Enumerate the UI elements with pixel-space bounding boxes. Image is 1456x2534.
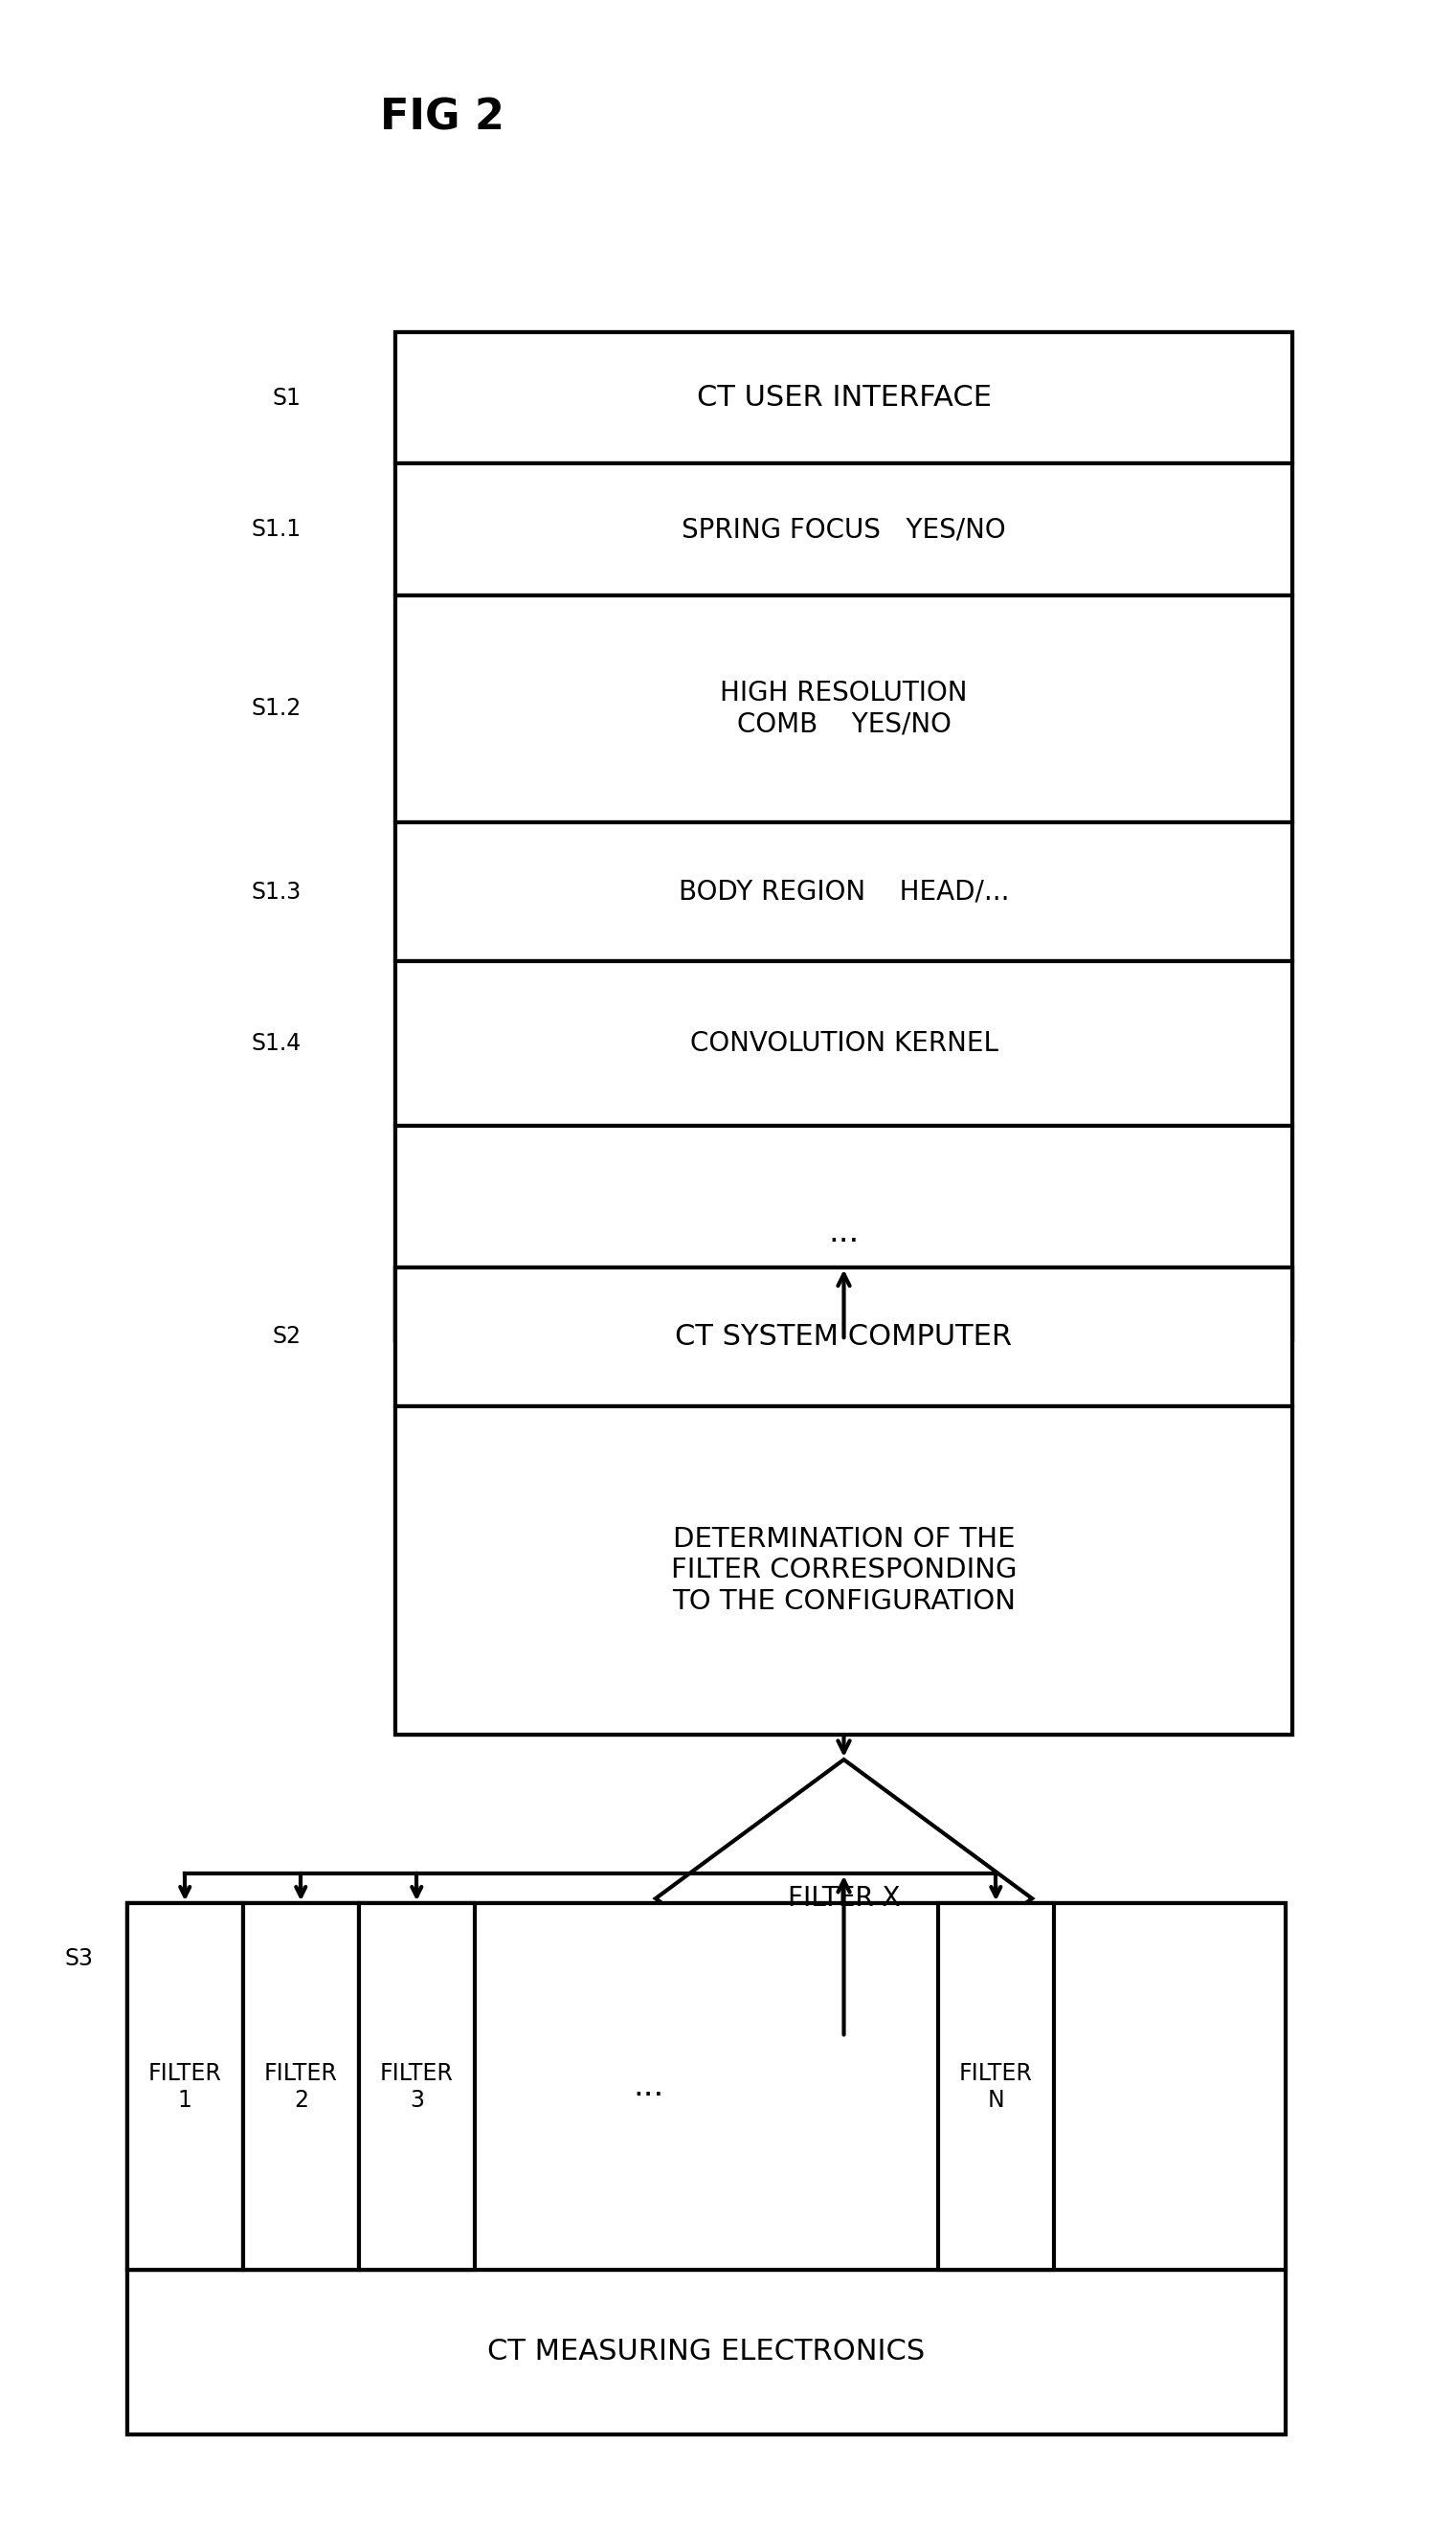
Bar — [395, 1267, 1293, 1406]
Text: S1.3: S1.3 — [250, 879, 301, 905]
Bar — [395, 332, 1293, 464]
Text: FILTER X: FILTER X — [788, 1885, 900, 1913]
Bar — [127, 2270, 1286, 2435]
Text: S2: S2 — [272, 1325, 301, 1348]
Text: CT USER INTERFACE: CT USER INTERFACE — [696, 385, 992, 413]
Text: S1.2: S1.2 — [250, 697, 301, 720]
Text: CONVOLUTION KERNEL: CONVOLUTION KERNEL — [690, 1029, 997, 1057]
Text: CT SYSTEM COMPUTER: CT SYSTEM COMPUTER — [676, 1323, 1012, 1351]
Bar — [395, 1267, 1293, 1733]
Bar — [395, 824, 1293, 960]
Text: S1.4: S1.4 — [250, 1031, 301, 1054]
Text: FILTER
2: FILTER 2 — [264, 2063, 338, 2111]
Text: ...: ... — [633, 2070, 664, 2103]
Bar — [395, 1125, 1293, 1340]
Text: S1.1: S1.1 — [250, 517, 301, 540]
Text: SPRING FOCUS   YES/NO: SPRING FOCUS YES/NO — [681, 517, 1006, 542]
Bar — [243, 1903, 358, 2270]
Text: BODY REGION    HEAD/...: BODY REGION HEAD/... — [678, 879, 1009, 905]
Text: S3: S3 — [66, 1946, 93, 1969]
Text: ...: ... — [828, 1216, 859, 1249]
Text: FILTER
N: FILTER N — [960, 2063, 1032, 2111]
Text: S1: S1 — [272, 388, 301, 411]
Bar — [938, 1903, 1054, 2270]
Bar — [358, 1903, 475, 2270]
Text: DETERMINATION OF THE
FILTER CORRESPONDING
TO THE CONFIGURATION: DETERMINATION OF THE FILTER CORRESPONDIN… — [671, 1525, 1016, 1614]
Bar — [395, 1406, 1293, 1733]
Bar — [395, 595, 1293, 824]
Text: CT MEASURING ELECTRONICS: CT MEASURING ELECTRONICS — [488, 2339, 925, 2367]
Text: FILTER
3: FILTER 3 — [380, 2063, 453, 2111]
Bar — [127, 1903, 1286, 2270]
Text: FILTER
1: FILTER 1 — [149, 2063, 221, 2111]
Bar — [127, 1903, 1286, 2435]
Bar — [395, 464, 1293, 595]
Bar — [127, 1903, 243, 2270]
Bar — [395, 960, 1293, 1125]
Text: HIGH RESOLUTION
COMB    YES/NO: HIGH RESOLUTION COMB YES/NO — [721, 679, 968, 737]
Bar — [395, 332, 1293, 1340]
Polygon shape — [655, 1759, 1032, 2037]
Text: FIG 2: FIG 2 — [380, 96, 505, 139]
